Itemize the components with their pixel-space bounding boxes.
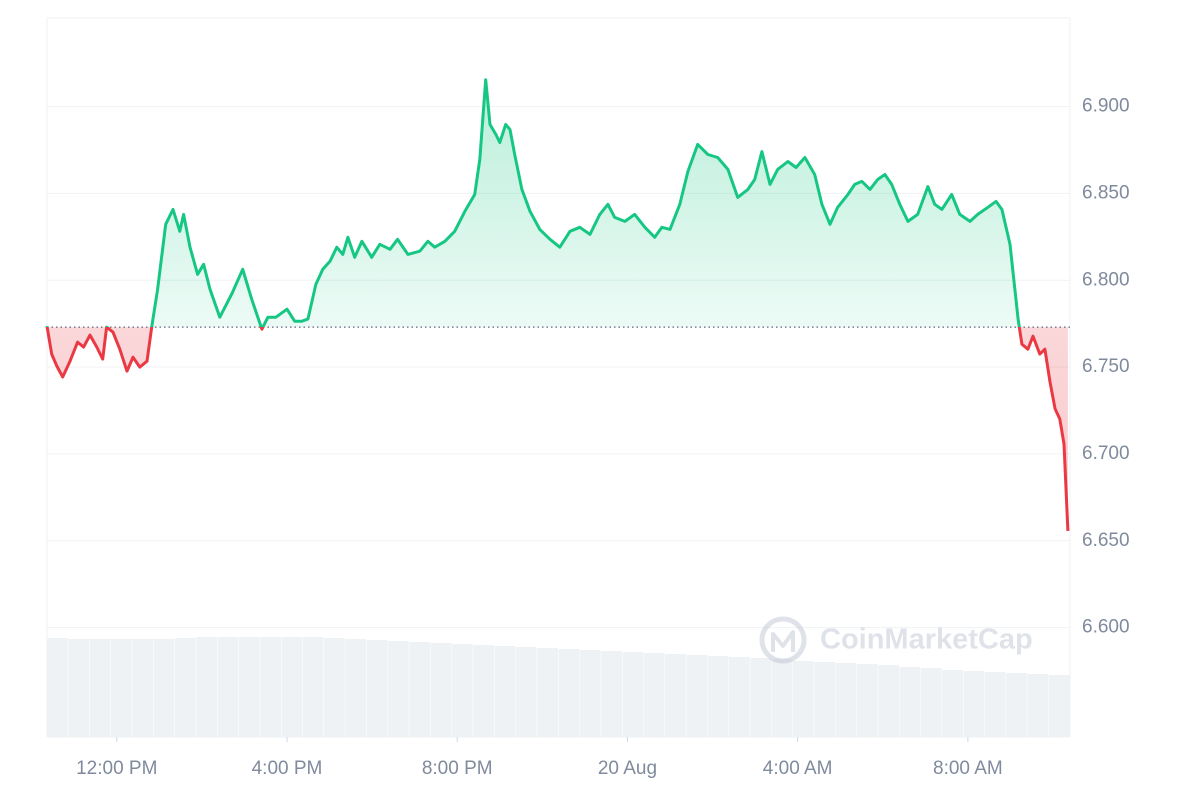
- volume-bar: [430, 643, 452, 737]
- volume-bar: [814, 662, 836, 737]
- volume-bar: [984, 672, 1006, 737]
- volume-bar: [899, 667, 921, 737]
- x-tick-label: 4:00 PM: [252, 758, 323, 779]
- volume-bar: [835, 663, 857, 737]
- volume-bar: [686, 655, 708, 737]
- volume-bar: [537, 648, 558, 737]
- y-tick-label: 6.900: [1082, 96, 1130, 117]
- volume: [47, 637, 1070, 737]
- y-tick-label: 6.600: [1082, 617, 1130, 638]
- volume-bar: [260, 637, 281, 737]
- x-tick-label: 20 Aug: [598, 758, 657, 779]
- volume-bar: [942, 670, 963, 737]
- volume-bar: [153, 639, 175, 737]
- volume-bar: [707, 656, 729, 737]
- watermark-text: CoinMarketCap: [820, 624, 1033, 656]
- volume-bar: [729, 657, 750, 737]
- price-line: [45, 78, 1070, 531]
- y-tick-label: 6.650: [1082, 530, 1130, 551]
- x-tick-label: 12:00 PM: [76, 758, 157, 779]
- watermark: CoinMarketCap: [759, 616, 1033, 664]
- volume-bar: [110, 639, 132, 737]
- volume-bar: [622, 652, 644, 737]
- volume-bar: [132, 639, 154, 737]
- volume-bar: [601, 651, 622, 737]
- x-tick-label: 8:00 PM: [422, 758, 493, 779]
- y-tick-label: 6.700: [1082, 443, 1130, 464]
- volume-bar: [665, 654, 686, 737]
- volume-bar: [324, 638, 345, 737]
- volume-bar: [196, 637, 217, 737]
- volume-bar: [473, 645, 495, 737]
- volume-bar: [409, 642, 431, 737]
- volume-bar: [1006, 673, 1027, 737]
- volume-bar: [1027, 674, 1049, 737]
- volume-bar: [920, 668, 942, 737]
- volume-bar: [68, 639, 90, 737]
- volume-bar: [1048, 675, 1070, 737]
- volume-bar: [174, 638, 196, 737]
- volume-bar: [302, 637, 324, 737]
- volume-bar: [792, 661, 814, 737]
- volume-bar: [856, 664, 878, 737]
- volume-bar: [750, 658, 772, 737]
- y-tick-label: 6.750: [1082, 356, 1130, 377]
- volume-bar: [217, 637, 239, 737]
- volume-bar: [281, 637, 303, 737]
- volume-bar: [771, 659, 793, 737]
- x-tick-label: 4:00 AM: [763, 758, 833, 779]
- volume-bar: [345, 639, 367, 737]
- volume-bar: [643, 653, 665, 737]
- grid: [47, 106, 1070, 629]
- y-tick-label: 6.850: [1082, 182, 1130, 203]
- volume-bar: [878, 665, 899, 737]
- volume-bar: [89, 639, 111, 737]
- volume-bar: [451, 644, 473, 737]
- volume-bar: [494, 646, 516, 737]
- volume-bar: [963, 671, 985, 737]
- volume-bar: [366, 640, 388, 737]
- plot: [45, 78, 1070, 531]
- volume-bar: [579, 650, 601, 737]
- y-tick-label: 6.800: [1082, 269, 1130, 290]
- volume-bar: [47, 638, 68, 737]
- volume-bar: [558, 649, 580, 737]
- price-area: [47, 79, 1068, 531]
- volume-bar: [388, 641, 409, 737]
- volume-bar: [515, 647, 537, 737]
- volume-bar: [238, 637, 260, 737]
- x-tick-label: 8:00 AM: [933, 758, 1003, 779]
